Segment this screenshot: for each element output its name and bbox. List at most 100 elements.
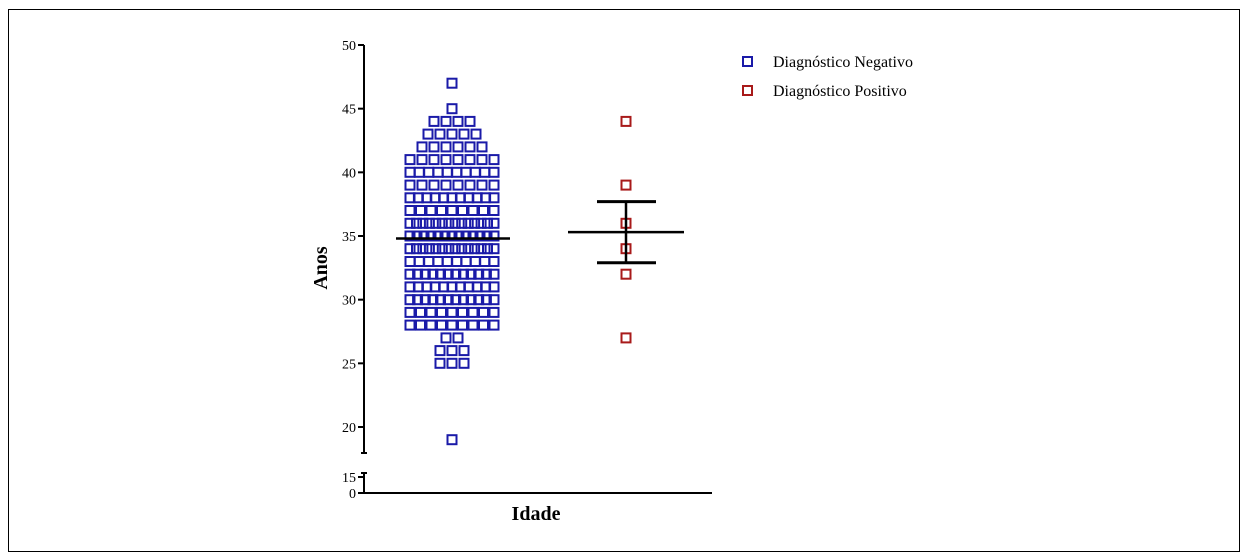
y-tick-label: 50 [342,39,356,54]
point-negative [442,294,454,306]
point-negative [423,166,435,178]
legend-marker-positive [742,85,753,96]
point-negative [450,294,462,306]
point-negative [442,268,454,280]
point-negative [440,179,452,191]
point-negative [436,319,447,331]
point-negative [467,319,479,331]
point-negative [473,294,485,306]
point-negative [480,268,492,280]
point-negative [450,268,462,280]
y-tick-label: 40 [342,166,356,181]
point-negative [416,154,428,166]
point-negative [446,77,458,89]
point-negative [440,141,452,153]
point-negative [404,205,416,216]
point-negative [481,230,493,242]
point-negative [428,154,440,166]
point-negative [488,294,500,306]
point-positive [620,332,632,344]
y-tick-label: 45 [342,103,356,118]
point-negative [460,166,472,178]
point-negative [439,230,451,242]
point-negative [440,154,452,166]
point-negative [428,115,440,127]
point-negative [482,243,493,255]
legend: Diagnóstico Negativo Diagnóstico Positiv… [742,54,913,100]
point-negative [434,357,446,369]
point-negative [419,294,431,306]
point-negative [452,179,464,191]
point-negative [460,256,472,267]
y-tick-label: 0 [349,487,356,502]
point-negative [413,256,425,267]
point-negative [446,306,458,318]
point-negative [478,319,489,331]
y-tick-label: 30 [342,294,356,309]
point-negative [415,319,426,331]
point-negative [469,243,481,255]
point-negative [446,345,458,357]
point-negative [467,306,479,318]
point-negative [469,166,481,178]
point-negative [474,230,486,242]
point-negative [465,268,477,280]
point-negative [436,306,447,318]
point-negative [435,268,446,280]
point-negative [452,141,464,153]
point-negative [404,256,416,267]
point-negative [473,268,485,280]
point-negative [475,217,487,229]
point-negative [482,217,493,229]
point-negative [441,256,453,267]
chart-frame [8,9,1240,552]
point-negative [464,179,476,191]
point-negative [462,243,474,255]
point-negative [404,306,416,318]
point-negative [425,319,437,331]
point-negative [456,243,468,255]
point-negative [456,217,468,229]
y-ticks: 015 20 25 30 35 40 45 50 [342,39,364,502]
point-negative [464,154,476,166]
point-negative [411,243,422,255]
point-negative [469,256,481,267]
point-negative [418,230,430,242]
point-negative [449,217,461,229]
point-negative [434,345,446,357]
y-tick-label: 20 [342,421,356,436]
point-negative [412,294,424,306]
point-negative [404,179,416,191]
point-negative [488,306,500,318]
y-tick-label: 35 [342,230,356,245]
point-negative [467,205,479,216]
point-negative [427,268,439,280]
point-negative [404,319,416,331]
point-negative [488,192,500,204]
point-negative [469,217,481,229]
point-negative [423,256,435,267]
point-negative [464,141,476,153]
point-negative [404,217,416,229]
point-negative [446,230,458,242]
point-negative [451,166,463,178]
point-negative [458,128,470,140]
axes [361,45,712,494]
legend-label-negative: Diagnóstico Negativo [773,54,913,71]
point-negative [428,179,440,191]
point-negative [446,103,458,115]
point-negative [467,230,479,242]
data-points [404,77,632,446]
point-negative [458,345,470,357]
point-negative [488,256,500,267]
point-negative [488,154,500,166]
point-positive [620,115,632,127]
point-negative [416,179,428,191]
point-negative [417,217,429,229]
point-negative [404,294,416,306]
point-negative [465,294,477,306]
point-negative [430,243,442,255]
point-negative [451,256,463,267]
point-negative [432,166,444,178]
